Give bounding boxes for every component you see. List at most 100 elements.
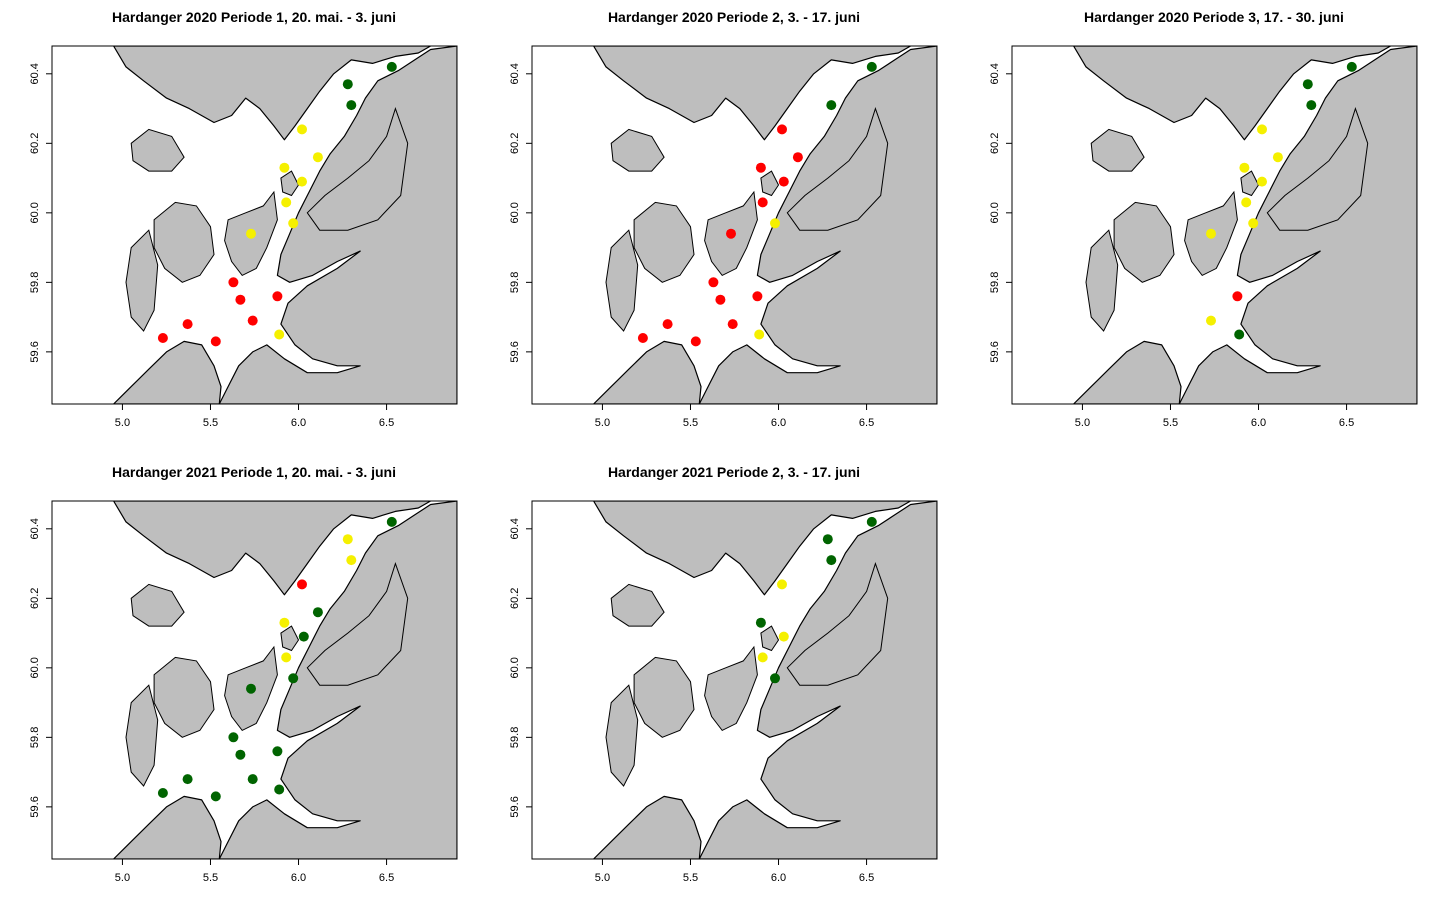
land-mass	[592, 340, 702, 404]
station-point-red	[778, 176, 789, 187]
station-point-green	[866, 61, 877, 72]
y-tick-label: 60.4	[509, 63, 521, 84]
island	[610, 583, 665, 627]
plot-frame	[531, 500, 938, 860]
x-tick-label: 5.5	[683, 872, 698, 884]
station-point-yellow	[1206, 315, 1216, 326]
station-point-red	[755, 162, 766, 173]
station-point-green	[826, 100, 837, 111]
island	[704, 645, 758, 732]
y-tick-label: 59.8	[509, 727, 521, 748]
island	[605, 684, 639, 787]
map-panel-2021-p2: Hardanger 2021 Periode 2, 3. - 17. juni 5…	[480, 455, 940, 895]
station-points	[157, 516, 397, 802]
island	[786, 562, 889, 686]
plot-frame	[531, 45, 938, 405]
island	[306, 562, 409, 686]
station-point-green	[822, 534, 833, 545]
x-tick-label: 6.0	[291, 872, 306, 884]
y-tick-label: 59.6	[29, 341, 41, 362]
station-point-yellow	[1257, 176, 1267, 187]
plot-frame	[51, 45, 458, 405]
x-tick-label: 6.0	[771, 417, 786, 429]
station-point-green	[755, 617, 766, 628]
island	[1113, 201, 1175, 283]
x-tick-label: 6.0	[771, 872, 786, 884]
y-tick-label: 60.4	[989, 63, 1001, 84]
map-plot-svg: Hardanger 2020 Periode 2, 3. - 17. juni 5…	[509, 9, 938, 429]
station-point-yellow	[281, 652, 292, 663]
y-tick-label: 60.0	[29, 202, 41, 223]
y-tick-label: 59.8	[509, 272, 521, 293]
map-layer	[1012, 46, 1417, 404]
x-tick-label: 6.0	[291, 417, 306, 429]
station-point-red	[715, 294, 726, 305]
station-point-green	[228, 732, 239, 743]
land-mass	[112, 340, 222, 404]
land-mass	[592, 46, 912, 141]
map-panel-2020-p3: Hardanger 2020 Periode 3, 17. - 30. juni…	[960, 0, 1420, 440]
station-point-yellow	[346, 555, 357, 566]
station-point-red	[637, 333, 648, 343]
station-points	[157, 61, 397, 347]
island	[125, 684, 159, 787]
panel-title: Hardanger 2021 Periode 1, 20. mai. - 3. …	[112, 464, 396, 480]
station-point-yellow	[1239, 162, 1250, 173]
island	[1240, 170, 1260, 197]
x-tick-label: 6.0	[1251, 417, 1266, 429]
station-point-yellow	[1206, 228, 1216, 239]
station-point-yellow	[312, 152, 323, 163]
map-layer	[532, 46, 937, 404]
station-point-green	[1234, 329, 1245, 340]
plot-frame	[1011, 45, 1418, 405]
y-tick-label: 60.2	[989, 133, 1001, 154]
land-mass	[592, 795, 702, 859]
x-tick-label: 5.0	[1075, 417, 1090, 429]
panel-title: Hardanger 2020 Periode 1, 20. mai. - 3. …	[112, 9, 396, 25]
y-tick-label: 59.6	[509, 341, 521, 362]
x-tick-label: 6.5	[379, 417, 394, 429]
y-tick-label: 60.0	[989, 202, 1001, 223]
map-plot-svg: Hardanger 2020 Periode 1, 20. mai. - 3. …	[29, 9, 458, 429]
x-tick-label: 5.5	[203, 417, 218, 429]
station-point-green	[386, 61, 397, 72]
land-mass	[592, 501, 912, 596]
station-point-red	[157, 333, 168, 343]
station-point-green	[866, 516, 877, 527]
map-plot-svg: Hardanger 2021 Periode 1, 20. mai. - 3. …	[29, 464, 458, 884]
station-point-green	[826, 555, 837, 566]
station-points	[637, 61, 877, 347]
y-tick-label: 60.0	[29, 657, 41, 678]
island	[130, 583, 185, 627]
station-point-green	[386, 516, 397, 527]
station-point-red	[247, 315, 258, 326]
x-tick-label: 6.5	[379, 872, 394, 884]
x-tick-label: 6.5	[859, 417, 874, 429]
map-panel-2020-p2: Hardanger 2020 Periode 2, 3. - 17. juni 5…	[480, 0, 940, 440]
station-point-green	[210, 791, 221, 802]
station-point-yellow	[297, 176, 307, 187]
station-point-green	[346, 100, 357, 111]
y-tick-label: 59.8	[29, 272, 41, 293]
station-point-yellow	[777, 579, 787, 590]
plot-frame	[51, 500, 458, 860]
island	[610, 128, 665, 172]
map-layer	[532, 501, 937, 859]
station-point-green	[247, 774, 258, 785]
x-tick-label: 5.5	[1163, 417, 1178, 429]
station-point-green	[298, 631, 309, 642]
land-mass	[1072, 46, 1392, 141]
station-point-yellow	[770, 218, 780, 229]
x-tick-label: 5.0	[595, 417, 610, 429]
y-tick-label: 59.6	[509, 796, 521, 817]
station-point-red	[792, 152, 803, 163]
map-plot-svg: Hardanger 2020 Periode 3, 17. - 30. juni…	[989, 9, 1418, 429]
island	[633, 656, 695, 738]
station-point-red	[726, 228, 736, 239]
y-tick-label: 60.2	[509, 133, 521, 154]
x-tick-label: 6.5	[1339, 417, 1354, 429]
station-point-yellow	[288, 218, 299, 229]
station-point-yellow	[297, 124, 307, 135]
island	[153, 656, 215, 738]
map-layer	[52, 501, 457, 859]
